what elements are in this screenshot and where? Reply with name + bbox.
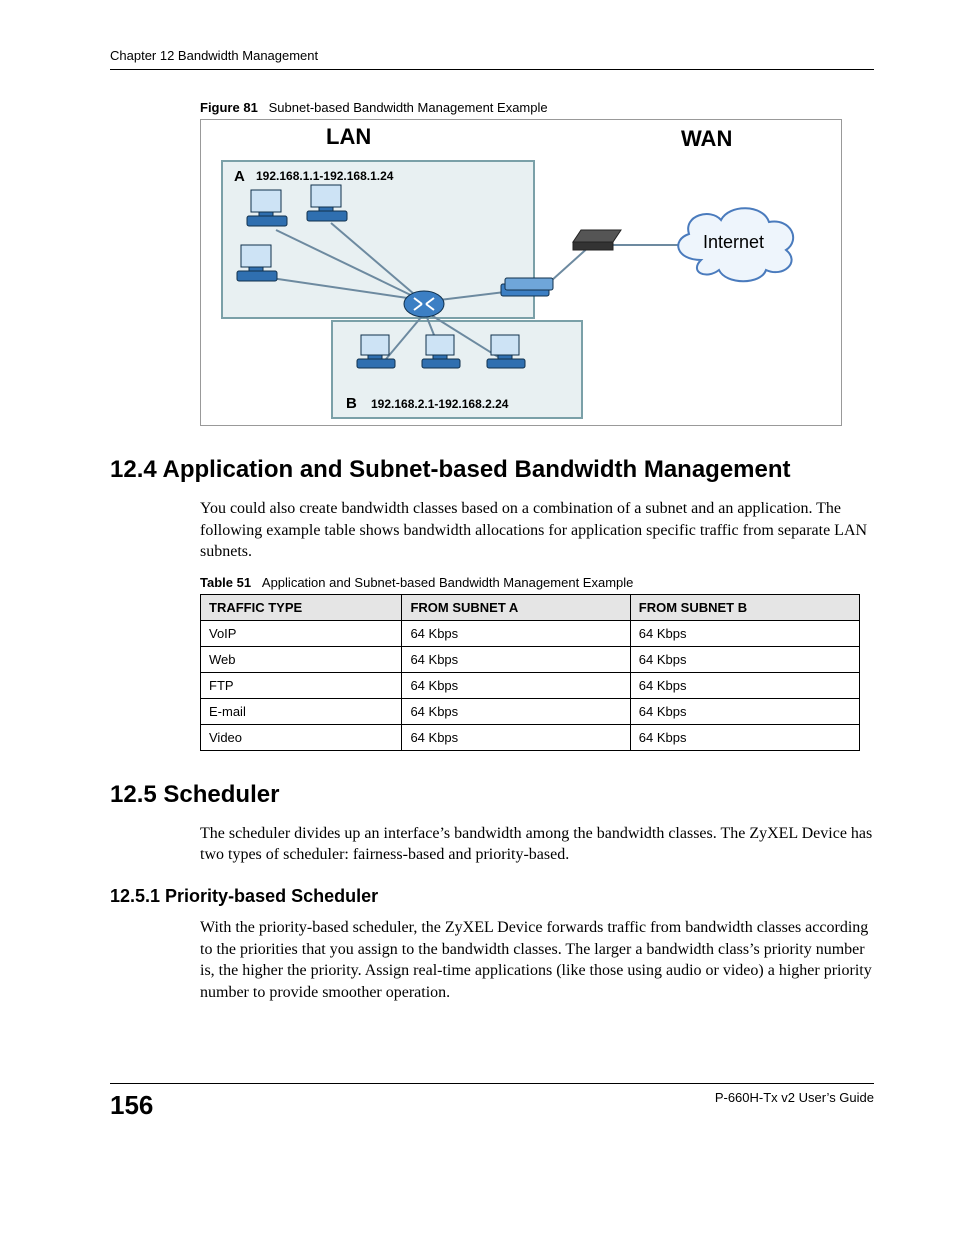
table-row: Video64 Kbps64 Kbps xyxy=(201,724,860,750)
table-label: Table 51 xyxy=(200,575,251,590)
heading-12-5-1: 12.5.1 Priority-based Scheduler xyxy=(110,886,874,907)
table-row: E-mail64 Kbps64 Kbps xyxy=(201,698,860,724)
col-traffic-type: TRAFFIC TYPE xyxy=(201,594,402,620)
figure-caption-text: Subnet-based Bandwidth Management Exampl… xyxy=(269,100,548,115)
router-icon xyxy=(404,291,444,317)
table-row: Web64 Kbps64 Kbps xyxy=(201,646,860,672)
para-12-5: The scheduler divides up an interface’s … xyxy=(200,823,874,866)
pc-icon xyxy=(237,185,347,281)
col-from-subnet-b: FROM SUBNET B xyxy=(630,594,859,620)
heading-12-4: 12.4 Application and Subnet-based Bandwi… xyxy=(110,456,874,484)
figure-81: LAN WAN A 192.168.1.1-192.168.1.24 B 192… xyxy=(200,119,874,426)
internet-label: Internet xyxy=(703,232,764,253)
heading-12-5: 12.5 Scheduler xyxy=(110,781,874,809)
modem-icon xyxy=(573,230,621,250)
figure-caption: Figure 81 Subnet-based Bandwidth Managem… xyxy=(200,100,874,115)
col-from-subnet-a: FROM SUBNET A xyxy=(402,594,630,620)
diagram-svg xyxy=(201,120,841,425)
table-header-row: TRAFFIC TYPE FROM SUBNET A FROM SUBNET B xyxy=(201,594,860,620)
table-body: VoIP64 Kbps64 Kbps Web64 Kbps64 Kbps FTP… xyxy=(201,620,860,750)
table-51: TRAFFIC TYPE FROM SUBNET A FROM SUBNET B… xyxy=(200,594,860,751)
figure-label: Figure 81 xyxy=(200,100,258,115)
table-row: FTP64 Kbps64 Kbps xyxy=(201,672,860,698)
running-header: Chapter 12 Bandwidth Management xyxy=(110,48,874,70)
page-number: 156 xyxy=(110,1090,153,1121)
guide-title: P-660H-Tx v2 User’s Guide xyxy=(715,1090,874,1105)
network-diagram: LAN WAN A 192.168.1.1-192.168.1.24 B 192… xyxy=(200,119,842,426)
table-caption-text: Application and Subnet-based Bandwidth M… xyxy=(262,575,633,590)
table-caption: Table 51 Application and Subnet-based Ba… xyxy=(200,575,874,590)
para-12-4: You could also create bandwidth classes … xyxy=(200,498,874,563)
para-12-5-1: With the priority-based scheduler, the Z… xyxy=(200,917,874,1003)
switch-icon xyxy=(501,278,553,296)
table-row: VoIP64 Kbps64 Kbps xyxy=(201,620,860,646)
page-footer: 156 P-660H-Tx v2 User’s Guide xyxy=(110,1083,874,1121)
